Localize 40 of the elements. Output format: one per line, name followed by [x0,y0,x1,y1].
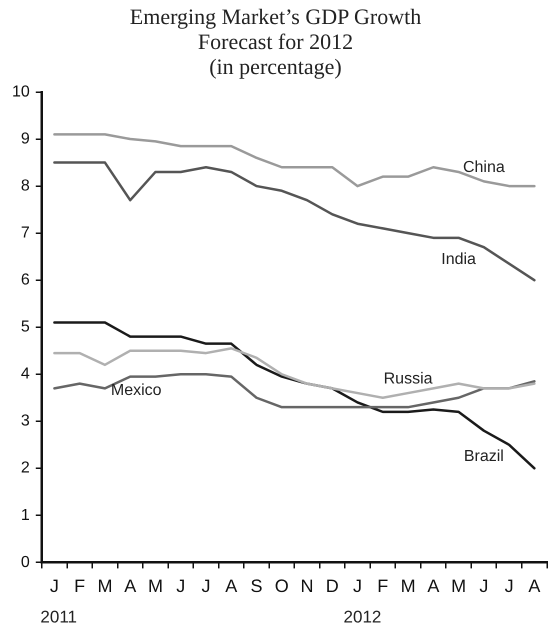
x-tick-label: A [427,576,440,596]
x-tick-label: J [201,576,210,596]
chart-title: Emerging Market’s GDP Growth Forecast for 2012 [128,4,422,54]
text: 2011 [40,608,77,627]
y-tick-label: 3 [20,412,30,430]
x-tick-label: M [400,576,416,596]
y-tick-label: 7 [20,224,30,242]
x-tick-label: N [300,576,314,596]
y-tick-label: 1 [20,506,30,524]
x-tick-label: J [50,576,59,596]
y-tick-label: 5 [20,318,30,336]
series-label: Brazil [464,448,504,466]
x-tick-label: M [451,576,466,596]
x-tick-label: F [74,576,86,596]
y-tick-label: 9 [20,130,30,148]
x-tick-label: M [148,576,163,596]
series-label: India [441,251,476,268]
series-label: Russia [384,370,433,388]
x-tick-label: F [377,576,388,596]
x-tick-label: A [528,576,540,596]
y-tick-label: 8 [20,177,30,194]
x-tick-label: M [97,576,112,596]
y-tick-label: 0 [20,554,30,571]
chart-subtitle: (in percentage) [208,54,343,79]
x-tick-label: A [225,576,238,596]
y-tick-label: 10 [12,83,30,100]
x-tick-label: J [176,576,186,596]
x-tick-label: D [326,576,339,596]
y-tick-label: 4 [20,366,30,383]
x-tick-label: O [274,576,289,596]
x-tick-label: J [504,576,514,596]
x-tick-label: J [479,576,488,596]
text: 2012 [344,608,382,627]
x-tick-label: S [250,576,263,596]
y-tick-label: 2 [20,460,30,477]
series-label: Mexico [110,382,162,399]
x-tick-label: J [353,576,362,596]
x-tick-label: A [124,576,136,596]
y-tick-label: 6 [20,272,30,289]
series-label: China [462,158,505,176]
